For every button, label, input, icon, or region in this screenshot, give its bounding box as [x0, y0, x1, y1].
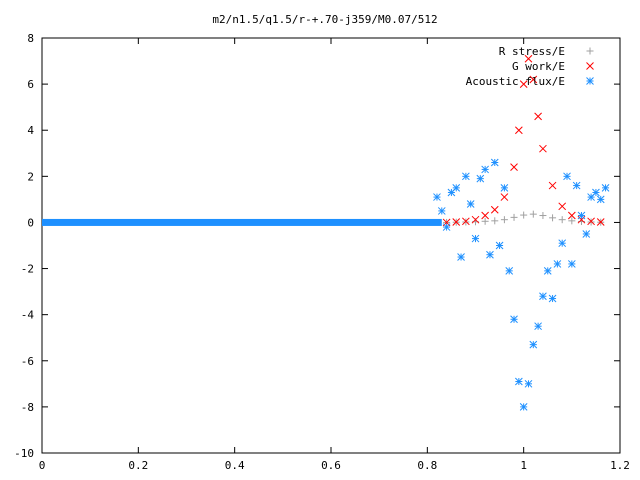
data-point	[505, 267, 514, 275]
data-point	[510, 213, 518, 221]
data-point	[514, 377, 523, 386]
y-tick-label: -8	[21, 401, 34, 414]
x-axis: 0 0.2 0.4 0.6 0.8 1 1.2	[39, 38, 630, 472]
data-point	[567, 260, 576, 268]
data-point	[534, 112, 542, 121]
data-point	[486, 250, 494, 259]
data-point	[481, 211, 489, 220]
data-point	[592, 188, 600, 197]
data-point	[549, 214, 557, 222]
data-point	[596, 218, 605, 226]
y-tick-label: 8	[27, 32, 34, 45]
series-2	[433, 158, 610, 411]
data-point	[452, 184, 461, 192]
y-axis: 8 6 4 2 0 -2 -4 -6 -8 -10	[14, 32, 620, 460]
data-point	[462, 172, 470, 181]
data-point	[539, 144, 547, 153]
data-point	[519, 80, 528, 88]
data-point	[543, 267, 552, 275]
data-point	[510, 315, 518, 324]
x-tick-label: 0.4	[225, 459, 245, 472]
data-point	[500, 193, 509, 201]
data-point	[601, 184, 610, 192]
data-point	[529, 75, 538, 84]
data-point	[491, 217, 499, 225]
data-point	[558, 239, 567, 248]
legend-label: R stress/E	[499, 45, 565, 58]
data-point	[490, 205, 499, 214]
data-point	[457, 253, 465, 261]
data-point	[529, 340, 538, 349]
data-point	[524, 379, 533, 388]
data-point	[563, 172, 571, 181]
data-point	[582, 230, 591, 238]
y-tick-label: 4	[27, 124, 34, 137]
data-point	[524, 54, 533, 63]
data-marks	[42, 54, 610, 411]
data-point	[539, 212, 547, 220]
data-point	[442, 223, 451, 231]
data-point	[466, 200, 475, 208]
chart-title: m2/n1.5/q1.5/r-+.70-j359/M0.07/512	[212, 13, 437, 26]
data-point	[500, 216, 508, 224]
data-point	[553, 260, 562, 268]
data-point	[437, 207, 446, 215]
legend-label: Acoustic flux/E	[466, 75, 565, 88]
data-point	[462, 217, 470, 226]
x-tick-label: 0	[39, 459, 46, 472]
data-point	[596, 195, 605, 204]
x-tick-label: 1.2	[610, 459, 630, 472]
y-tick-label: 6	[27, 78, 34, 91]
data-point	[500, 184, 509, 192]
legend-marker	[586, 77, 594, 85]
data-point	[495, 241, 504, 250]
data-point	[433, 193, 441, 201]
legend-marker	[586, 62, 594, 70]
data-point	[452, 218, 461, 226]
acoustic-flux-zero-band	[42, 218, 442, 226]
plot-frame	[41, 37, 621, 454]
data-point	[481, 165, 489, 174]
data-point	[548, 181, 557, 190]
x-tick-label: 1	[520, 459, 527, 472]
data-point	[476, 174, 485, 183]
y-tick-label: -10	[14, 447, 34, 460]
x-tick-label: 0.2	[128, 459, 148, 472]
data-point	[558, 216, 566, 224]
data-point	[519, 403, 528, 411]
y-tick-label: 0	[27, 216, 34, 229]
y-tick-label: -2	[21, 263, 34, 276]
data-point	[514, 126, 523, 135]
data-point	[534, 322, 542, 331]
data-point	[510, 163, 518, 171]
data-point	[481, 217, 489, 225]
data-point	[567, 211, 576, 220]
y-tick-label: 2	[27, 170, 34, 183]
y-tick-label: -6	[21, 355, 34, 368]
data-point	[577, 211, 586, 220]
series-1	[442, 54, 605, 227]
y-tick-label: -4	[21, 309, 35, 322]
data-point	[572, 181, 581, 190]
data-point	[539, 292, 547, 301]
data-point	[520, 211, 528, 219]
x-tick-label: 0.8	[417, 459, 437, 472]
data-point	[568, 217, 576, 225]
data-point	[587, 217, 595, 226]
legend: R stress/E G work/E Acoustic flux/E	[466, 45, 594, 88]
data-point	[529, 210, 537, 218]
legend-marker	[586, 47, 594, 55]
legend-label: G work/E	[512, 60, 565, 73]
x-tick-label: 0.6	[321, 459, 341, 472]
data-point	[490, 158, 499, 167]
data-point	[548, 294, 557, 303]
data-point	[471, 215, 480, 224]
data-point	[471, 234, 480, 243]
data-point	[558, 202, 567, 211]
